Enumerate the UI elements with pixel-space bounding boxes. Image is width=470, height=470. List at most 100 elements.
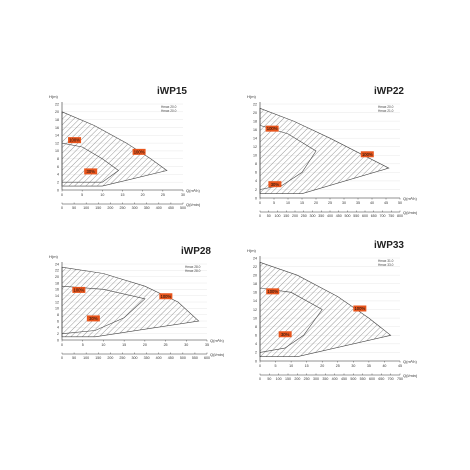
spec-note: Hmax 20.0 xyxy=(378,105,394,109)
x-tick-label: 30 xyxy=(181,193,185,197)
x2-axis-label: Q(l/min) xyxy=(186,202,201,207)
operating-range-area xyxy=(259,107,390,194)
y-tick-label: 2 xyxy=(57,332,59,336)
percent-badge xyxy=(84,168,98,175)
y-tick-label: 18 xyxy=(55,118,59,122)
spec-note: Hmax 20.0 xyxy=(161,109,177,113)
y-tick-label: 20 xyxy=(253,111,257,115)
y-tick-label: 18 xyxy=(253,119,257,123)
x2-tick-label: 200 xyxy=(292,214,298,218)
percent-badge-label: 100% xyxy=(73,288,84,293)
x2-tick-label: 350 xyxy=(144,356,150,360)
percent-badge xyxy=(68,137,82,144)
percent-badge xyxy=(268,181,282,188)
x2-axis-label: Q(l/min) xyxy=(210,352,225,357)
percent-badge-label: 100% xyxy=(160,294,171,299)
y-tick-label: 20 xyxy=(55,275,59,279)
percent-badge-label: 100% xyxy=(354,306,365,311)
percent-badge xyxy=(360,151,374,158)
y-axis-label: H(m) xyxy=(49,94,59,99)
x-tick-label: 20 xyxy=(314,201,318,205)
x2-tick-label: 450 xyxy=(168,206,174,210)
y-tick-label: 20 xyxy=(55,110,59,114)
y-tick-label: 0 xyxy=(255,196,257,200)
chart-title: iWP15 xyxy=(157,86,187,97)
y-tick-label: 14 xyxy=(253,136,257,140)
x-axis-label: Q(m³/h) xyxy=(403,196,417,201)
operating-range-area xyxy=(61,111,168,187)
percent-badge xyxy=(159,293,173,300)
x2-tick-label: 600 xyxy=(369,377,375,381)
y-tick-label: 6 xyxy=(255,171,257,175)
y-tick-label: 14 xyxy=(55,294,59,298)
x-tick-label: 25 xyxy=(328,201,332,205)
spec-note: Hmax 28.0 xyxy=(185,265,201,269)
x2-tick-label: 750 xyxy=(397,377,403,381)
spec-note: Hmax 21.0 xyxy=(378,109,394,113)
x2-tick-label: 150 xyxy=(95,206,101,210)
x2-tick-label: 400 xyxy=(156,206,162,210)
y-tick-label: 22 xyxy=(253,102,257,106)
y-tick-label: 2 xyxy=(57,180,59,184)
x2-tick-label: 100 xyxy=(83,356,89,360)
y-tick-label: 18 xyxy=(253,282,257,286)
x2-tick-label: 800 xyxy=(397,214,403,218)
y-tick-label: 16 xyxy=(55,126,59,130)
x-tick-label: 15 xyxy=(121,193,125,197)
x2-tick-label: 650 xyxy=(371,214,377,218)
x2-tick-label: 300 xyxy=(132,206,138,210)
y-tick-label: 12 xyxy=(253,145,257,149)
y-tick-label: 18 xyxy=(55,281,59,285)
x2-tick-label: 350 xyxy=(318,214,324,218)
x2-tick-label: 100 xyxy=(275,214,281,218)
x2-tick-label: 650 xyxy=(378,377,384,381)
x-tick-label: 25 xyxy=(164,343,168,347)
x2-tick-label: 350 xyxy=(144,206,150,210)
x-axis-label: Q(m³/h) xyxy=(210,338,224,343)
y-tick-label: 4 xyxy=(255,179,257,183)
x2-tick-label: 500 xyxy=(350,377,356,381)
percent-badge-label: 100% xyxy=(69,138,80,143)
x2-tick-label: 400 xyxy=(327,214,333,218)
y-tick-label: 12 xyxy=(55,300,59,304)
x-tick-label: 0 xyxy=(61,343,63,347)
x-tick-label: 25 xyxy=(161,193,165,197)
x2-tick-label: 750 xyxy=(388,214,394,218)
y-tick-label: 8 xyxy=(255,162,257,166)
x-tick-label: 10 xyxy=(286,201,290,205)
x-tick-label: 20 xyxy=(320,364,324,368)
percent-badge-label: 30% xyxy=(86,169,95,174)
x2-tick-label: 100 xyxy=(83,206,89,210)
x2-tick-label: 600 xyxy=(204,356,210,360)
x-tick-label: 5 xyxy=(273,201,275,205)
operating-range-area xyxy=(61,266,200,338)
percent-badge xyxy=(266,288,280,295)
x2-tick-label: 300 xyxy=(313,377,319,381)
y-tick-label: 10 xyxy=(55,307,59,311)
x-tick-label: 35 xyxy=(367,364,371,368)
y-tick-label: 8 xyxy=(255,325,257,329)
y-tick-label: 12 xyxy=(55,141,59,145)
percent-badge xyxy=(353,305,367,312)
y-tick-label: 22 xyxy=(253,265,257,269)
y-tick-label: 10 xyxy=(253,316,257,320)
spec-note: Hmax 20.0 xyxy=(161,105,177,109)
x2-tick-label: 550 xyxy=(192,356,198,360)
x2-tick-label: 400 xyxy=(156,356,162,360)
y-tick-label: 24 xyxy=(253,256,257,260)
percent-badge-label: 100% xyxy=(267,126,278,131)
x-tick-label: 0 xyxy=(259,364,261,368)
y-tick-label: 0 xyxy=(57,188,59,192)
x-tick-label: 15 xyxy=(305,364,309,368)
x2-tick-label: 500 xyxy=(180,356,186,360)
x2-axis-label: Q(l/min) xyxy=(403,373,418,378)
x-tick-label: 30 xyxy=(184,343,188,347)
y-tick-label: 16 xyxy=(55,288,59,292)
inner-curve xyxy=(61,142,120,183)
y-tick-label: 6 xyxy=(57,165,59,169)
y-tick-label: 8 xyxy=(57,313,59,317)
x-tick-label: 20 xyxy=(141,193,145,197)
x2-tick-label: 250 xyxy=(304,377,310,381)
x-tick-label: 30 xyxy=(351,364,355,368)
